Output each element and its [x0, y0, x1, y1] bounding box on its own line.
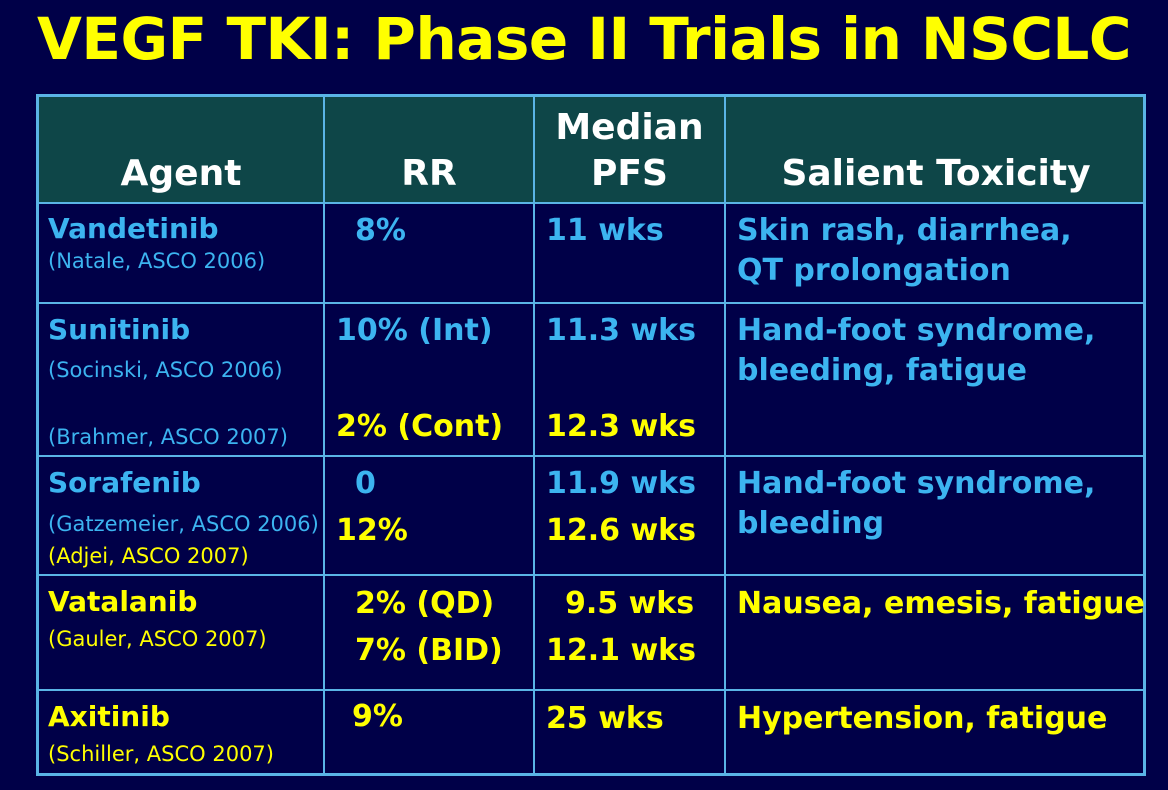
row-divider [39, 202, 1143, 204]
agent-reference: (Gauler, ASCO 2007) [48, 627, 267, 651]
header-pfs-line2: PFS [591, 153, 668, 194]
row-divider [39, 689, 1143, 691]
toxicity-text: Nausea, emesis, fatigue [737, 586, 1145, 621]
row-divider [39, 302, 1143, 304]
column-divider [724, 97, 726, 773]
pfs-value: 12.1 wks [546, 633, 696, 668]
agent-name: Sorafenib [48, 466, 201, 499]
agent-reference: (Brahmer, ASCO 2007) [48, 425, 288, 449]
agent-name: Vandetinib [48, 212, 219, 245]
rr-value: 2% (Cont) [336, 409, 504, 444]
rr-value: 0 [355, 466, 376, 501]
pfs-value: 12.3 wks [546, 409, 696, 444]
rr-value: 9% [352, 699, 403, 734]
header-rr: RR [401, 153, 457, 194]
slide-title: VEGF TKI: Phase II Trials in NSCLC [37, 5, 1131, 73]
rr-value: 7% (BID) [355, 633, 503, 668]
agent-name: Vatalanib [48, 585, 198, 618]
rr-value: 12% [336, 513, 408, 548]
header-agent: Agent [120, 153, 242, 194]
agent-reference: (Adjei, ASCO 2007) [48, 544, 249, 568]
header-toxicity: Salient Toxicity [781, 153, 1091, 194]
row-divider [39, 455, 1143, 457]
header-pfs-line1: Median [555, 107, 704, 148]
agent-reference: (Gatzemeier, ASCO 2006) [48, 512, 319, 536]
column-divider [533, 97, 535, 773]
agent-name: Axitinib [48, 700, 170, 733]
pfs-value: 11.9 wks [546, 466, 696, 501]
rr-value: 10% (Int) [336, 313, 493, 348]
toxicity-text: Hand-foot syndrome, [737, 466, 1096, 501]
toxicity-text: bleeding, fatigue [737, 353, 1027, 388]
toxicity-text: Skin rash, diarrhea, [737, 213, 1072, 248]
pfs-value: 11.3 wks [546, 313, 696, 348]
row-divider [39, 574, 1143, 576]
toxicity-text: Hand-foot syndrome, [737, 313, 1096, 348]
toxicity-text: QT prolongation [737, 253, 1011, 288]
pfs-value: 12.6 wks [546, 513, 696, 548]
pfs-value: 9.5 wks [565, 586, 695, 621]
agent-reference: (Socinski, ASCO 2006) [48, 358, 283, 382]
agent-name: Sunitinib [48, 313, 191, 346]
pfs-value: 25 wks [546, 701, 664, 736]
column-divider [323, 97, 325, 773]
pfs-value: 11 wks [546, 213, 664, 248]
agent-reference: (Schiller, ASCO 2007) [48, 742, 274, 766]
agent-reference: (Natale, ASCO 2006) [48, 249, 266, 273]
table-header-row [39, 97, 1143, 203]
toxicity-text: Hypertension, fatigue [737, 701, 1108, 736]
toxicity-text: bleeding [737, 506, 885, 541]
trials-table: Agent RR Median PFS Salient Toxicity Van… [36, 94, 1146, 776]
rr-value: 8% [355, 213, 406, 248]
rr-value: 2% (QD) [355, 586, 495, 621]
